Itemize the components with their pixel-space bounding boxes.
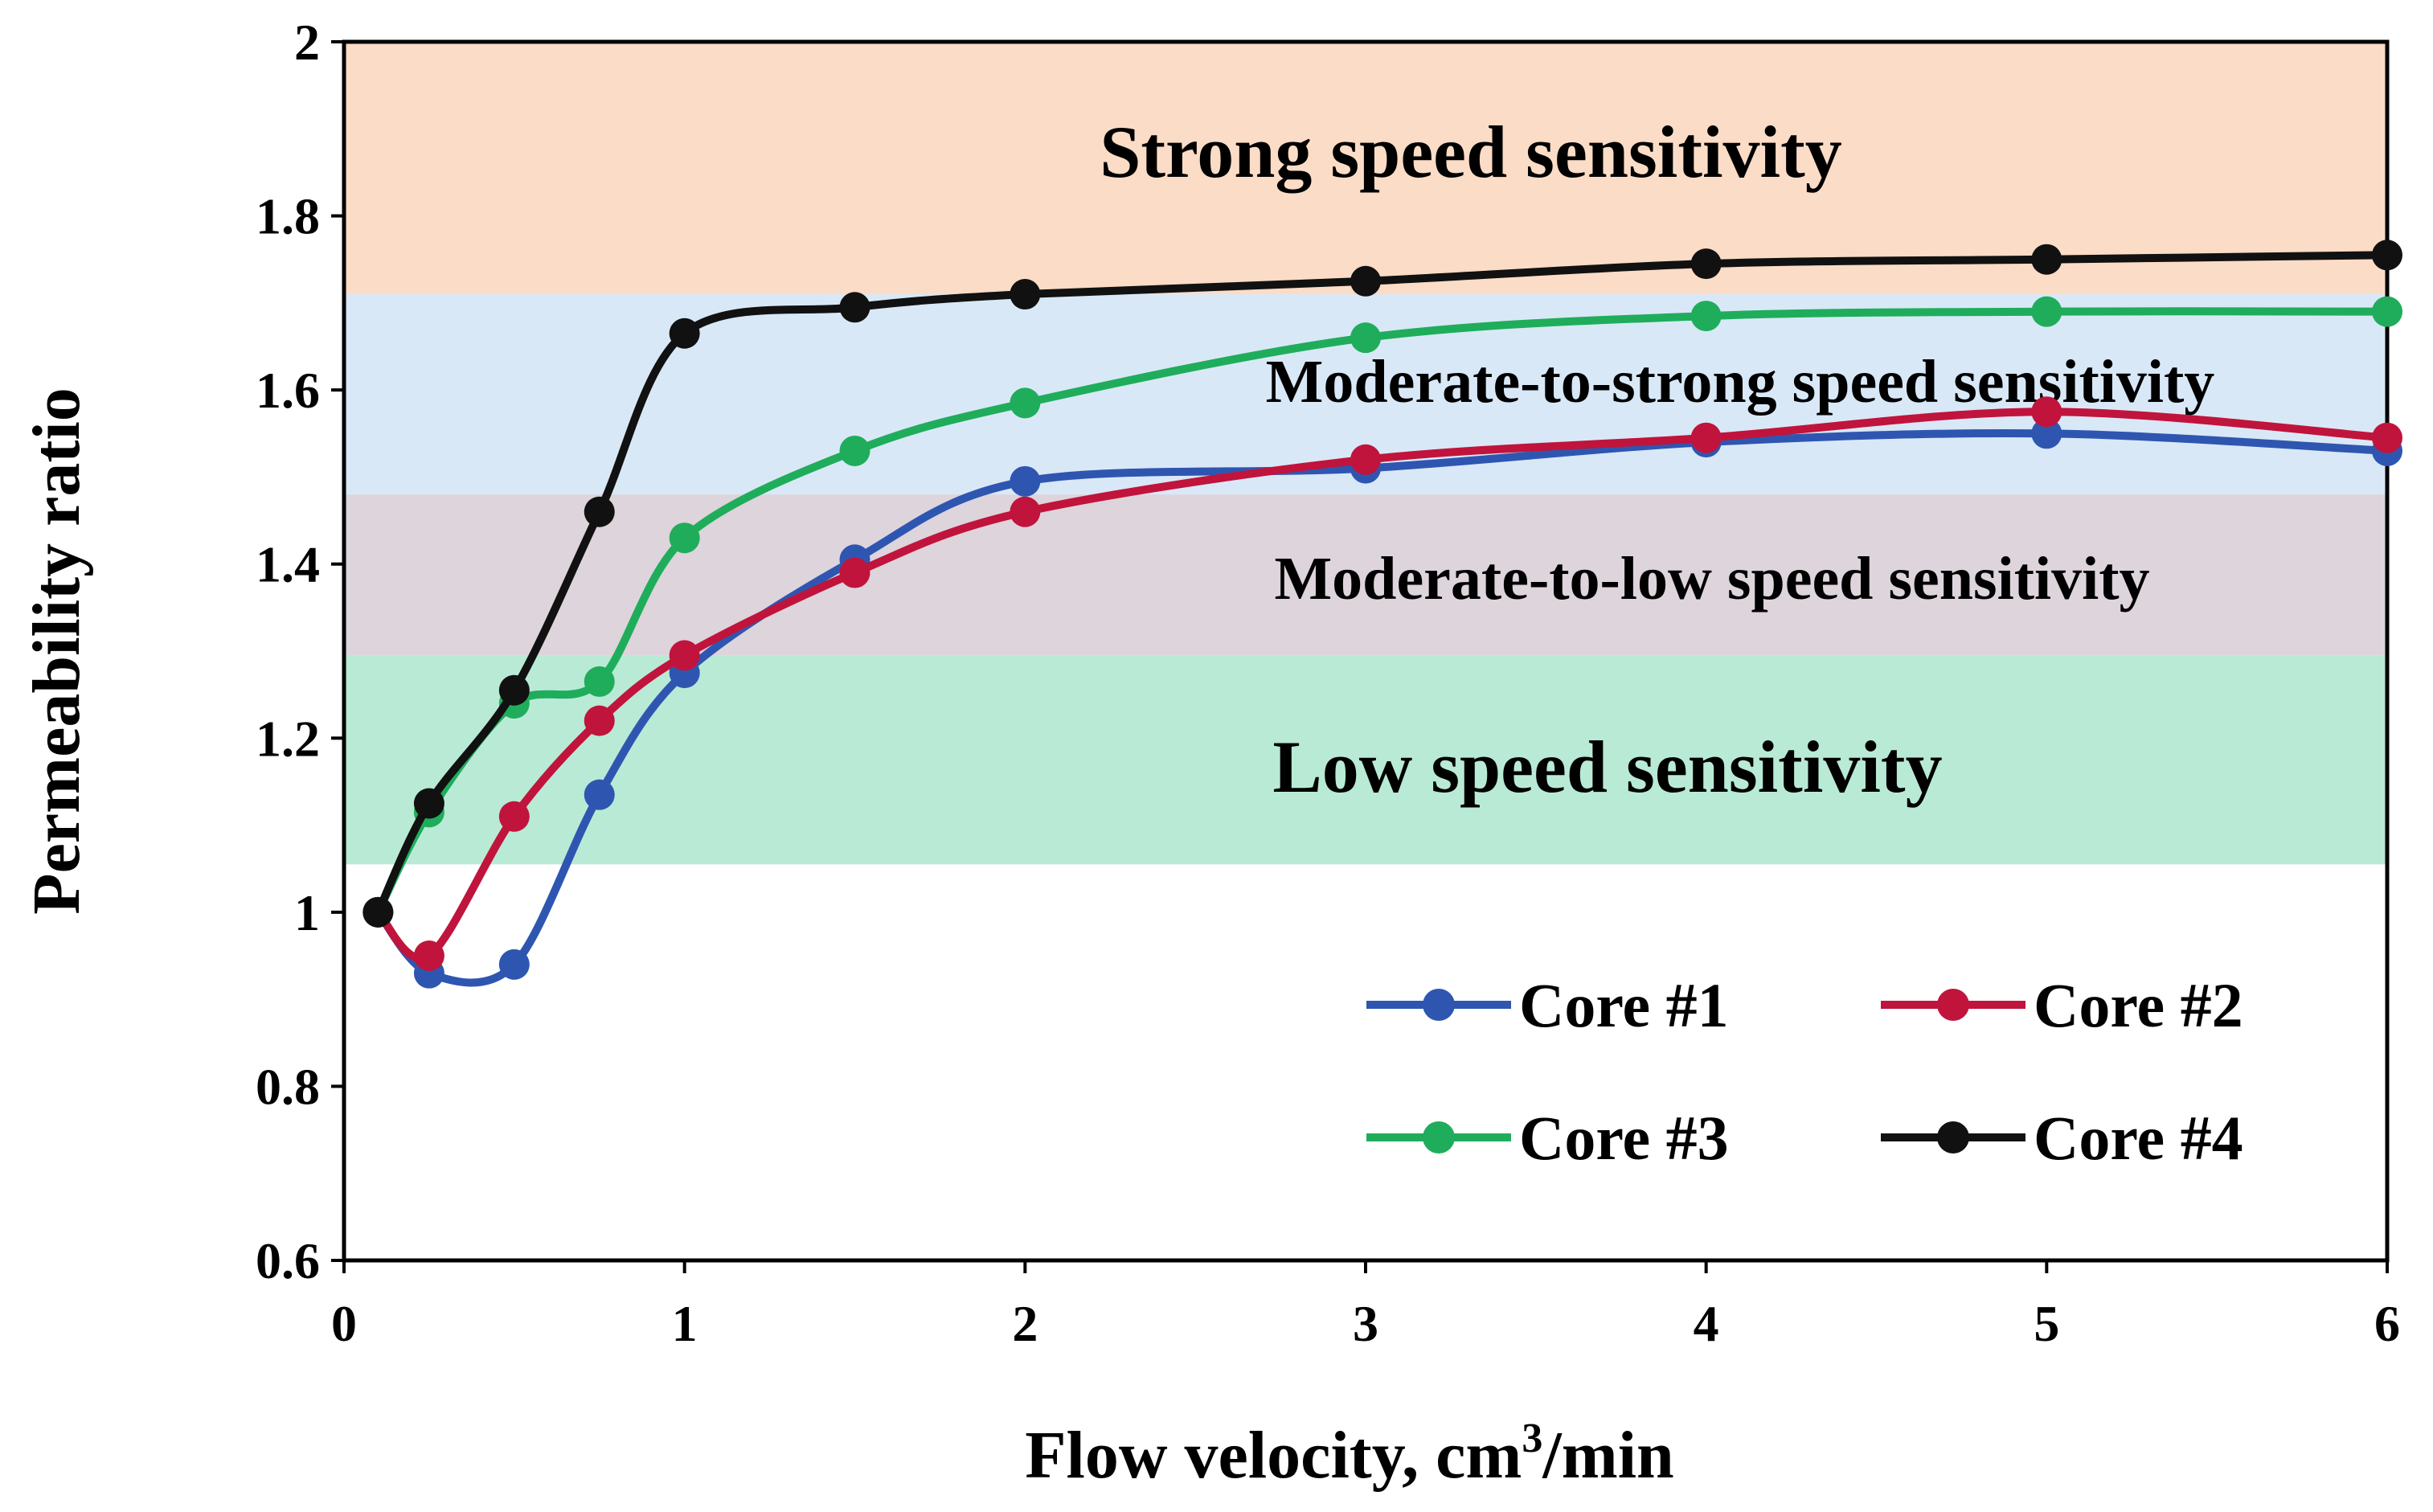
- data-point: [1010, 279, 1041, 310]
- y-tick-label: 2: [294, 14, 320, 71]
- series-core-4: [362, 240, 2402, 928]
- data-point: [669, 640, 700, 671]
- data-point: [584, 666, 615, 697]
- legend-marker: [1937, 989, 1969, 1021]
- x-tick-label: 1: [672, 1295, 698, 1352]
- series-core-2: [362, 396, 2402, 971]
- data-point: [413, 940, 444, 971]
- data-point: [1690, 422, 1722, 453]
- series-layer: [362, 240, 2402, 989]
- series-line: [375, 428, 2388, 987]
- data-point: [362, 896, 394, 928]
- x-tick-label: 0: [331, 1295, 357, 1352]
- data-point: [2031, 244, 2062, 275]
- data-point: [1350, 322, 1381, 354]
- data-point: [2031, 396, 2062, 428]
- data-point: [2372, 240, 2402, 271]
- data-point: [1010, 465, 1041, 497]
- ticks-layer: 0 1 2 3 4 5 6 0.6 0.8 1 1.2 1.4 1.6 1.8 2: [256, 14, 2400, 1352]
- x-tick-label: 3: [1353, 1295, 1378, 1352]
- legend-marker: [1937, 1121, 1969, 1153]
- data-point: [498, 801, 530, 832]
- data-point: [1350, 265, 1381, 297]
- data-point: [584, 705, 615, 736]
- data-point: [584, 496, 615, 527]
- data-point: [1010, 496, 1041, 527]
- y-tick-label: 0.8: [256, 1058, 320, 1115]
- y-tick-label: 1.2: [256, 710, 320, 767]
- data-point: [669, 318, 700, 349]
- data-point: [1690, 248, 1722, 280]
- zone-label: Moderate-to-low speed sensitivity: [1274, 545, 2149, 613]
- legend-marker: [1423, 989, 1455, 1021]
- data-point: [584, 779, 615, 810]
- legend-label: Core #4: [2034, 1103, 2243, 1173]
- data-point: [2372, 422, 2402, 453]
- data-point: [839, 435, 870, 466]
- data-point: [669, 522, 700, 554]
- zone-band: [344, 494, 2387, 656]
- data-point: [2031, 296, 2062, 327]
- y-tick-label: 1: [294, 884, 320, 941]
- data-point: [2031, 418, 2062, 449]
- legend-label: Core #1: [1519, 970, 1729, 1040]
- zones-layer: [344, 42, 2387, 865]
- zone-label: Moderate-to-strong speed sensitivity: [1266, 348, 2215, 416]
- data-point: [1010, 387, 1041, 419]
- x-tick-label: 2: [1012, 1295, 1038, 1352]
- y-tick-label: 1.6: [256, 362, 320, 419]
- x-axis-title: Flow velocity, cm3/min: [1025, 1416, 1674, 1493]
- data-point: [498, 949, 530, 980]
- legend-label: Core #2: [2034, 970, 2243, 1040]
- legend-label: Core #3: [1519, 1103, 1729, 1173]
- y-tick-label: 1.8: [256, 188, 320, 245]
- data-point: [839, 557, 870, 588]
- data-point: [839, 292, 870, 323]
- x-tick-label: 5: [2034, 1295, 2059, 1352]
- y-axis-title: Permeability ratio: [19, 387, 94, 914]
- legend-layer: Core #1 Core #2 Core #3 Core #4: [1366, 970, 2243, 1173]
- legend-marker: [1423, 1121, 1455, 1153]
- zone-label: Low speed sensitivity: [1272, 726, 1942, 808]
- zone-label: Strong speed sensitivity: [1100, 111, 1842, 193]
- zone-labels-layer: Strong speed sensitivity Moderate-to-stro…: [1100, 111, 2214, 808]
- y-tick-label: 1.4: [256, 536, 320, 593]
- y-tick-label: 0.6: [256, 1232, 320, 1289]
- x-tick-label: 6: [2374, 1295, 2400, 1352]
- data-point: [413, 788, 444, 819]
- data-point: [2372, 296, 2402, 327]
- data-point: [498, 674, 530, 706]
- data-point: [1690, 301, 1722, 332]
- zone-band: [344, 655, 2387, 865]
- x-tick-label: 4: [1694, 1295, 1719, 1352]
- data-point: [1350, 444, 1381, 475]
